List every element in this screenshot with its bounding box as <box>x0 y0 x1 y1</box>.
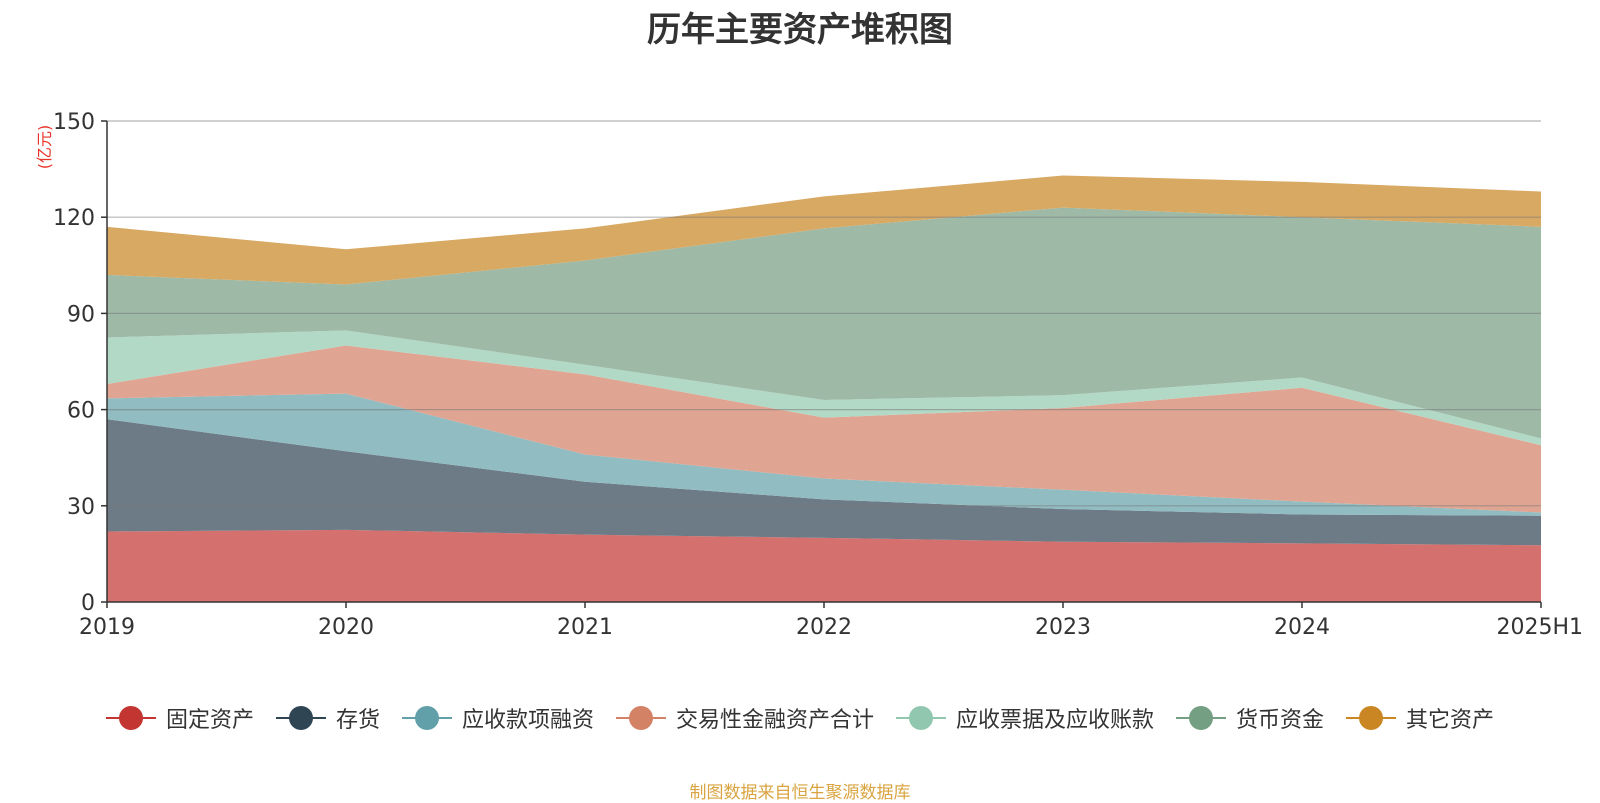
legend-label: 应收款项融资 <box>461 708 594 733</box>
y-tick-label: 60 <box>67 399 95 424</box>
legend-label: 固定资产 <box>165 708 254 733</box>
legend-item-7[interactable]: 其它资产 <box>1346 702 1494 734</box>
legend-label: 交易性金融资产合计 <box>675 708 874 733</box>
area-series <box>107 175 1541 602</box>
legend-swatch-icon <box>1176 705 1227 731</box>
legend-item-1[interactable]: 固定资产 <box>105 702 254 734</box>
grid-lines <box>107 120 1541 507</box>
legend-swatch-icon <box>105 705 156 731</box>
axes: 0 30 60 90 120 150 2019 2020 2021 2022 2023 2024 202… <box>53 110 1583 640</box>
legend-swatch-icon <box>401 705 452 731</box>
area-1 <box>107 529 1541 602</box>
legend-item-4[interactable]: 交易性金融资产合计 <box>615 702 874 734</box>
stacked-area-chart: 0 30 60 90 120 150 2019 2020 2021 2022 2023 2024 202… <box>35 110 1583 640</box>
area-5 <box>107 330 1541 446</box>
area-6 <box>107 207 1541 439</box>
y-tick-label: 150 <box>53 110 95 135</box>
x-tick-label: 2020 <box>318 615 374 640</box>
legend-swatch-icon <box>275 705 326 731</box>
y-tick-label: 0 <box>81 591 95 616</box>
x-tick-label: 2025H1 <box>1496 615 1583 640</box>
x-tick-label: 2024 <box>1274 615 1330 640</box>
y-tick-label: 120 <box>53 206 95 231</box>
area-2 <box>107 419 1541 546</box>
x-tick-label: 2019 <box>79 615 135 640</box>
legend-item-3[interactable]: 应收款项融资 <box>401 702 594 734</box>
area-3 <box>107 393 1541 516</box>
legend-item-6[interactable]: 货币资金 <box>1176 702 1324 734</box>
y-tick-label: 90 <box>67 302 95 327</box>
legend-item-2[interactable]: 存货 <box>275 702 380 734</box>
chart-title: 历年主要资产堆积图 <box>647 10 953 50</box>
legend-swatch-icon <box>896 705 946 731</box>
legend-label: 其它资产 <box>1406 708 1495 733</box>
legend-swatch-icon <box>1346 705 1397 731</box>
legend-label: 货币资金 <box>1236 708 1325 733</box>
legend-swatch-icon <box>615 705 666 731</box>
area-7 <box>107 175 1541 285</box>
legend-label: 存货 <box>335 708 380 733</box>
y-axis-unit-label: (亿元) <box>35 125 54 170</box>
x-tick-label: 2023 <box>1035 615 1091 640</box>
x-tick-label: 2021 <box>557 615 613 640</box>
legend: 固定资产 存货 应收款项融资 交易性金融资产合计 应收票据及应收账款 货币资金 其它资产 <box>0 702 1600 734</box>
legend-label: 应收票据及应收账款 <box>956 708 1155 733</box>
x-tick-label: 2022 <box>796 615 852 640</box>
y-tick-label: 30 <box>67 495 95 520</box>
area-4 <box>107 345 1541 513</box>
source-note: 制图数据来自恒生聚源数据库 <box>689 783 911 803</box>
legend-item-5[interactable]: 应收票据及应收账款 <box>896 702 1154 734</box>
